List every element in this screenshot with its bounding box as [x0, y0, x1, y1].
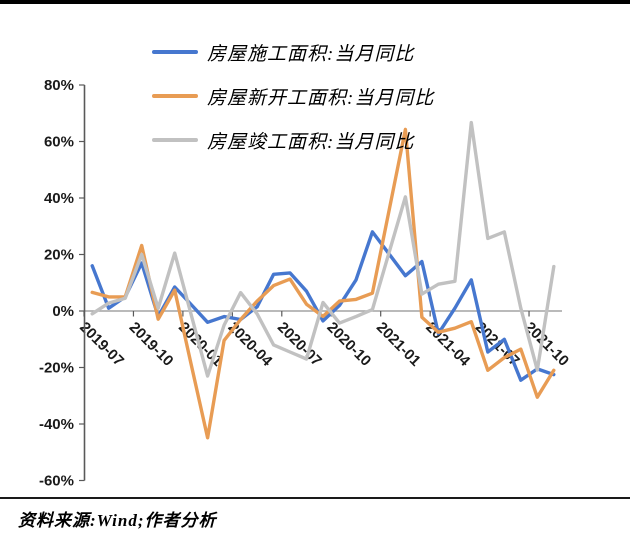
legend-item-new-starts: 房屋新开工面积:当月同比 [152, 84, 435, 109]
footer-divider [0, 497, 630, 499]
legend-swatch-line-icon [152, 138, 198, 142]
legend-label: 房屋竣工面积:当月同比 [207, 131, 415, 153]
y-axis-label: 80% [44, 77, 74, 94]
legend-swatch-line-icon [152, 50, 198, 54]
series-line-1 [90, 127, 556, 440]
y-axis-label: 0% [52, 303, 74, 320]
legend-swatch-line-icon [152, 94, 198, 98]
series-line-2 [90, 120, 556, 378]
legend-label: 房屋新开工面积:当月同比 [207, 87, 435, 109]
legend: 房屋施工面积:当月同比 房屋新开工面积:当月同比 房屋竣工面积:当月同比 [152, 40, 434, 172]
y-axis-label: 20% [44, 247, 74, 264]
top-border [0, 0, 630, 4]
x-axis-label: 2020-04 [225, 319, 276, 370]
y-axis-label: 60% [44, 134, 74, 151]
y-axis-label: 40% [44, 190, 74, 207]
x-axis-label: 2019-10 [126, 319, 177, 370]
source-note: 资料来源:Wind;作者分析 [18, 511, 217, 530]
y-axis-label: -20% [39, 360, 74, 377]
y-axis-label: -40% [39, 416, 74, 433]
x-axis-label: 2021-01 [373, 319, 424, 370]
y-axis-label: -60% [39, 473, 74, 490]
legend-item-construction: 房屋施工面积:当月同比 [152, 40, 434, 65]
legend-item-completions: 房屋竣工面积:当月同比 [152, 128, 434, 153]
legend-label: 房屋施工面积:当月同比 [207, 43, 415, 65]
x-axis-label: 2020-10 [323, 319, 374, 370]
